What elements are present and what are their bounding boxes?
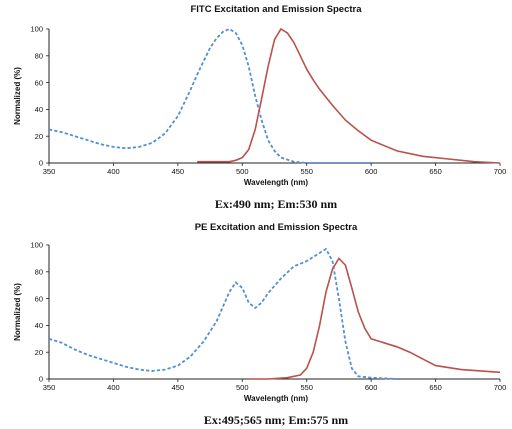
pe-x-tick-label: 350	[43, 383, 56, 392]
pe-series-group	[48, 247, 501, 380]
pe-chart-title: PE Excitation and Emission Spectra	[195, 222, 358, 233]
fitc-y-tick-label: 60	[35, 78, 43, 87]
fitc-y-tick-label: 0	[39, 159, 43, 168]
pe-y-axis-label: Normalized (%)	[13, 283, 22, 341]
fitc-x-tick-label: 450	[172, 167, 185, 176]
fitc-x-axis-label: Wavelength (nm)	[244, 178, 308, 187]
fitc-y-axis-label: Normalized (%)	[13, 67, 22, 125]
fitc-x-tick-label: 600	[365, 167, 378, 176]
pe-y-ticks: 0 20 40 60 80 100	[30, 241, 49, 384]
pe-spectra-chart: PE Excitation and Emission Spectra 350 40…	[13, 222, 506, 427]
fitc-x-tick-label: 550	[300, 167, 313, 176]
fitc-x-ticks: 350 400 450 500 550 600 650 700	[43, 163, 507, 176]
pe-caption: Ex:495;565 nm; Em:575 nm	[204, 413, 348, 427]
pe-x-tick-label: 400	[107, 383, 120, 392]
pe-x-tick-label: 650	[429, 383, 442, 392]
fitc-x-tick-label: 700	[494, 167, 507, 176]
fitc-y-tick-label: 100	[30, 25, 43, 34]
fitc-series-group	[48, 27, 501, 164]
fitc-excitation-line	[48, 27, 372, 164]
fitc-x-tick-label: 650	[429, 167, 442, 176]
fitc-y-tick-label: 20	[35, 132, 43, 141]
pe-y-tick-label: 0	[39, 375, 43, 384]
fitc-caption: Ex:490 nm; Em:530 nm	[215, 197, 337, 211]
fitc-x-tick-label: 500	[236, 167, 249, 176]
pe-x-tick-label: 500	[236, 383, 249, 392]
pe-y-tick-label: 60	[35, 294, 43, 303]
pe-y-tick-label: 40	[35, 321, 43, 330]
fitc-x-tick-label: 400	[107, 167, 120, 176]
fitc-y-tick-label: 80	[35, 52, 43, 61]
pe-x-ticks: 350 400 450 500 550 600 650 700	[43, 379, 507, 392]
fitc-chart-title: FITC Excitation and Emission Spectra	[190, 4, 362, 15]
pe-y-tick-label: 80	[35, 268, 43, 277]
pe-x-tick-label: 450	[172, 383, 185, 392]
pe-y-tick-label: 20	[35, 348, 43, 357]
pe-excitation-line	[48, 247, 397, 380]
pe-y-tick-label: 100	[30, 241, 43, 250]
fitc-emission-line	[197, 27, 501, 164]
fitc-y-ticks: 0 20 40 60 80 100	[30, 25, 49, 168]
pe-x-axis-label: Wavelength (nm)	[244, 394, 308, 403]
pe-x-tick-label: 600	[365, 383, 378, 392]
pe-x-tick-label: 700	[494, 383, 507, 392]
fitc-spectra-chart: FITC Excitation and Emission Spectra 350…	[13, 4, 506, 211]
pe-x-tick-label: 550	[300, 383, 313, 392]
fitc-y-tick-label: 40	[35, 105, 43, 114]
pe-emission-line	[248, 257, 501, 380]
fitc-x-tick-label: 350	[43, 167, 56, 176]
